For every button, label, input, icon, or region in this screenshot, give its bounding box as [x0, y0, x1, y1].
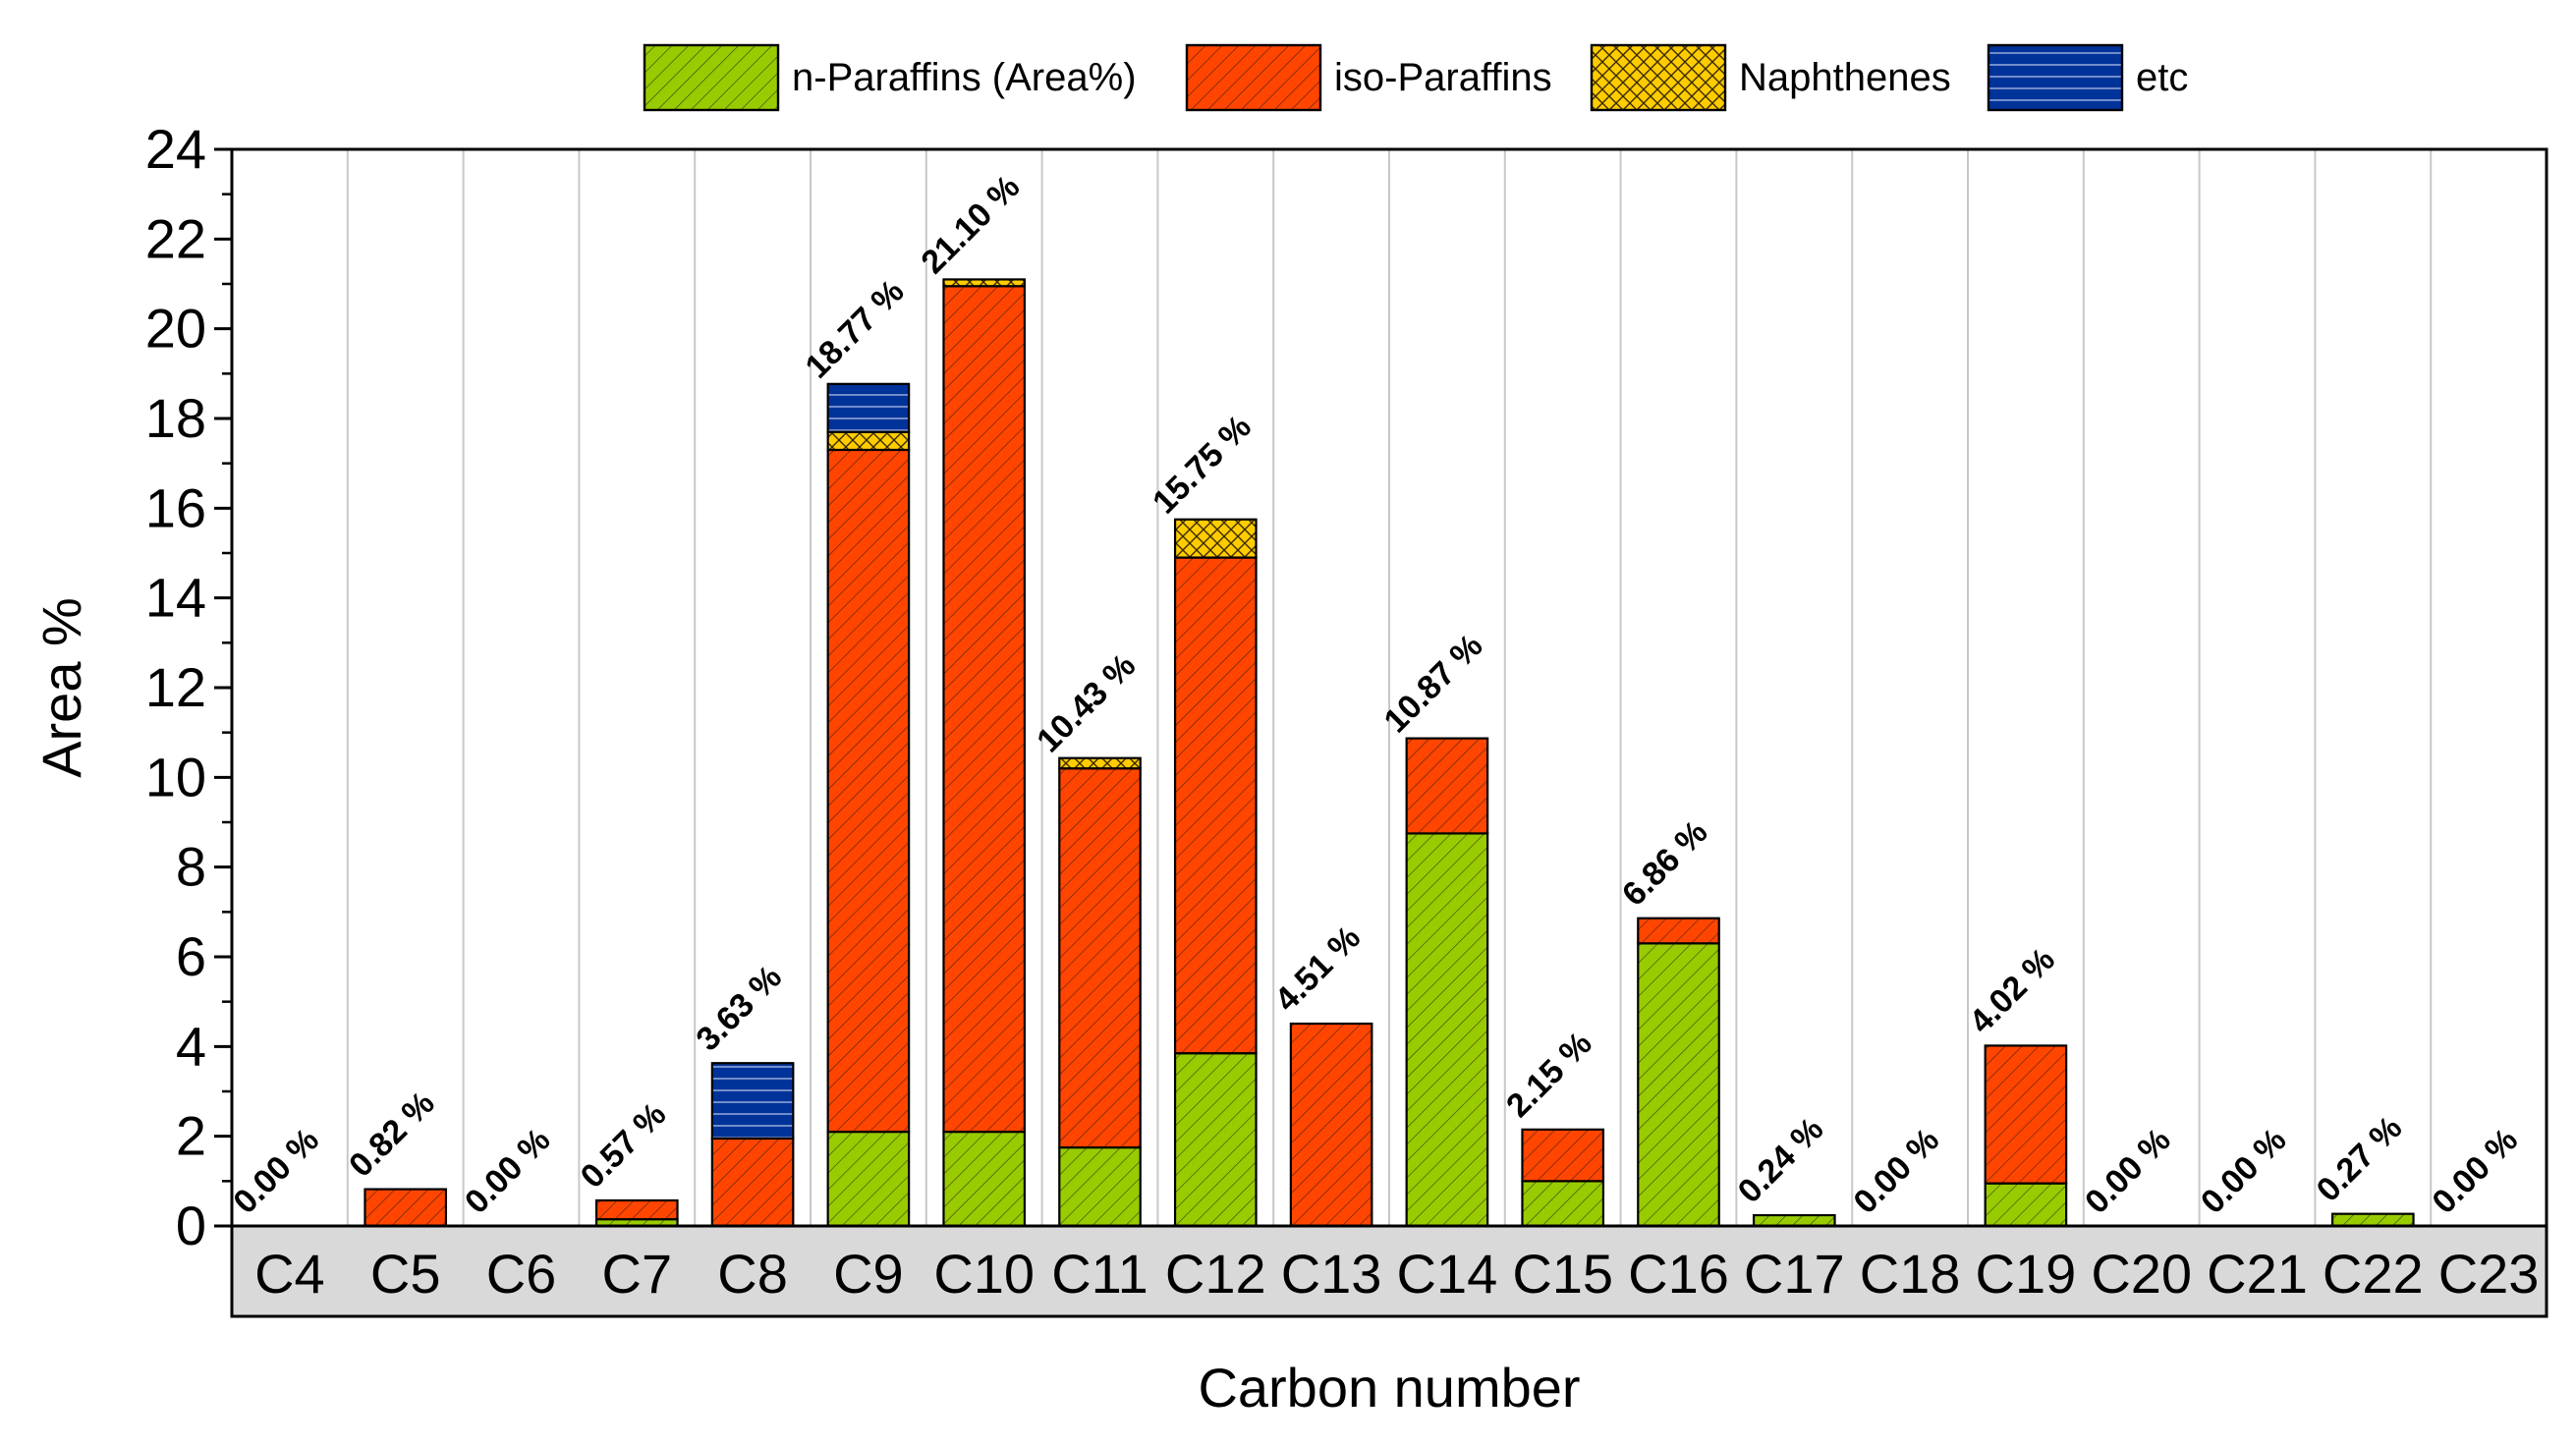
- legend-label: n-Paraffins (Area%): [792, 56, 1137, 99]
- x-tick-label: C6: [486, 1243, 557, 1305]
- x-axis-title: Carbon number: [1198, 1357, 1580, 1419]
- bar-segment-c11-iso-paraffins: [1058, 767, 1142, 1149]
- x-tick-label: C19: [1976, 1243, 2077, 1305]
- x-tick-label: C15: [1512, 1243, 1613, 1305]
- x-tick-label: C9: [833, 1243, 904, 1305]
- category-separators: [346, 149, 2433, 1226]
- bar-segment-c16-n-paraffins-area: [1637, 942, 1720, 1228]
- data-label-total: 0.24 %: [1731, 1110, 1831, 1210]
- y-tick-label: 4: [176, 1015, 206, 1077]
- y-tick-label: 22: [145, 207, 206, 269]
- data-label-total: 18.77 %: [799, 273, 912, 386]
- bar-segment-c19-iso-paraffins: [1984, 1044, 2068, 1185]
- x-tick-label: C8: [717, 1243, 788, 1305]
- bar-segment-c14-n-paraffins-area: [1405, 832, 1489, 1228]
- category-band: [230, 1224, 2548, 1318]
- legend-swatch: [1185, 43, 1322, 112]
- data-label-total: 0.00 %: [226, 1121, 326, 1221]
- data-label-total: 10.87 %: [1377, 627, 1490, 740]
- data-label-total: 4.02 %: [1962, 941, 2062, 1041]
- x-tick-label: C17: [1744, 1243, 1845, 1305]
- data-labels-layer: 0.00 % 0.82 % 0.00 % 0.57 %3.63 %18.77 %21.…: [226, 168, 2525, 1221]
- bar-segment-c12-n-paraffins-area: [1173, 1052, 1258, 1228]
- y-tick-label: 14: [145, 567, 206, 629]
- bar-segment-c11-n-paraffins-area: [1058, 1145, 1142, 1228]
- bar-segment-c13-iso-paraffins: [1289, 1022, 1373, 1228]
- bar-segment-c16-iso-paraffins: [1637, 917, 1720, 945]
- x-tick-label: C5: [370, 1243, 441, 1305]
- legend-swatch: [1987, 43, 2124, 112]
- y-tick-label: 20: [145, 298, 206, 360]
- bar-segment-c14-iso-paraffins: [1405, 737, 1489, 835]
- x-tick-label: C20: [2091, 1243, 2192, 1305]
- y-axis-title: Area %: [30, 597, 92, 778]
- bar-segment-c8-iso-paraffins: [710, 1137, 795, 1228]
- x-tick-label: C11: [1051, 1243, 1148, 1305]
- data-label-total: 0.00 %: [1846, 1121, 1946, 1221]
- x-tick-label: C13: [1281, 1243, 1382, 1305]
- legend: n-Paraffins (Area%) iso-Paraffins Naphthen…: [643, 43, 2188, 112]
- x-tick-label: C18: [1860, 1243, 1961, 1305]
- bars-layer: [364, 278, 2415, 1228]
- data-label-total: 0.00 %: [2078, 1121, 2178, 1221]
- y-tick-label: 16: [145, 476, 206, 538]
- bar-segment-c10-n-paraffins-area: [942, 1130, 1027, 1228]
- x-tick-label: C21: [2207, 1243, 2308, 1305]
- bar-segment-c8-etc: [710, 1062, 795, 1141]
- y-tick-label: 8: [176, 836, 206, 898]
- data-label-total: 0.00 %: [2425, 1121, 2525, 1221]
- data-label-total: 0.82 %: [342, 1085, 442, 1185]
- bar-segment-c10-iso-paraffins: [942, 285, 1027, 1134]
- x-tick-label: C12: [1165, 1243, 1266, 1305]
- legend-swatch: [643, 43, 780, 112]
- bar-segment-c17-n-paraffins-area: [1752, 1213, 1836, 1228]
- y-tick-label: 2: [176, 1105, 206, 1167]
- bar-segment-c15-iso-paraffins: [1521, 1128, 1605, 1183]
- bar-segment-c9-iso-paraffins: [826, 448, 911, 1134]
- bar-segment-c10-naphthenes: [942, 278, 1027, 288]
- bar-segment-c12-iso-paraffins: [1173, 556, 1258, 1055]
- bar-segment-c11-naphthenes: [1058, 756, 1142, 770]
- data-label-total: 6.86 %: [1615, 813, 1715, 914]
- data-label-total: 0.00 %: [458, 1121, 558, 1221]
- bar-segment-c9-naphthenes: [826, 430, 911, 452]
- y-tick-label: 12: [145, 656, 206, 718]
- bar-segment-c12-naphthenes: [1173, 518, 1258, 559]
- data-label-total: 3.63 %: [689, 959, 789, 1059]
- data-label-total: 4.51 %: [1267, 918, 1368, 1019]
- x-tick-label: C14: [1397, 1243, 1498, 1305]
- x-tick-label: C23: [2438, 1243, 2540, 1305]
- legend-label: Naphthenes: [1739, 56, 1951, 99]
- data-label-total: 0.27 %: [2310, 1109, 2410, 1209]
- x-tick-label: C22: [2323, 1243, 2424, 1305]
- bar-segment-c22-n-paraffins-area: [2330, 1212, 2415, 1228]
- y-tick-label: 6: [176, 925, 206, 987]
- y-tick-label: 10: [145, 746, 206, 807]
- legend-label: iso-Paraffins: [1334, 56, 1552, 99]
- x-tick-label: C16: [1628, 1243, 1729, 1305]
- bar-segment-c15-n-paraffins-area: [1521, 1180, 1605, 1228]
- data-label-total: 10.43 %: [1030, 646, 1143, 759]
- x-tick-label: C4: [254, 1243, 325, 1305]
- data-label-total: 0.00 %: [2194, 1121, 2294, 1221]
- y-tick-label: 24: [145, 118, 206, 180]
- bar-segment-c7-iso-paraffins: [594, 1198, 679, 1221]
- data-label-total: 15.75 %: [1146, 408, 1259, 521]
- y-tick-label: 0: [176, 1195, 206, 1256]
- bar-segment-c5-iso-paraffins: [364, 1188, 448, 1228]
- legend-label: etc: [2136, 56, 2188, 99]
- y-tick-label: 18: [145, 387, 206, 449]
- data-label-total: 21.10 %: [914, 168, 1027, 281]
- data-label-total: 2.15 %: [1499, 1025, 1599, 1125]
- bar-segment-c9-etc: [826, 382, 911, 433]
- bar-segment-c19-n-paraffins-area: [1984, 1182, 2068, 1228]
- data-label-total: 0.57 %: [574, 1095, 674, 1196]
- legend-swatch: [1590, 43, 1727, 112]
- x-tick-label: C7: [602, 1243, 673, 1305]
- bar-segment-c9-n-paraffins-area: [826, 1130, 911, 1228]
- x-tick-label: C10: [933, 1243, 1035, 1305]
